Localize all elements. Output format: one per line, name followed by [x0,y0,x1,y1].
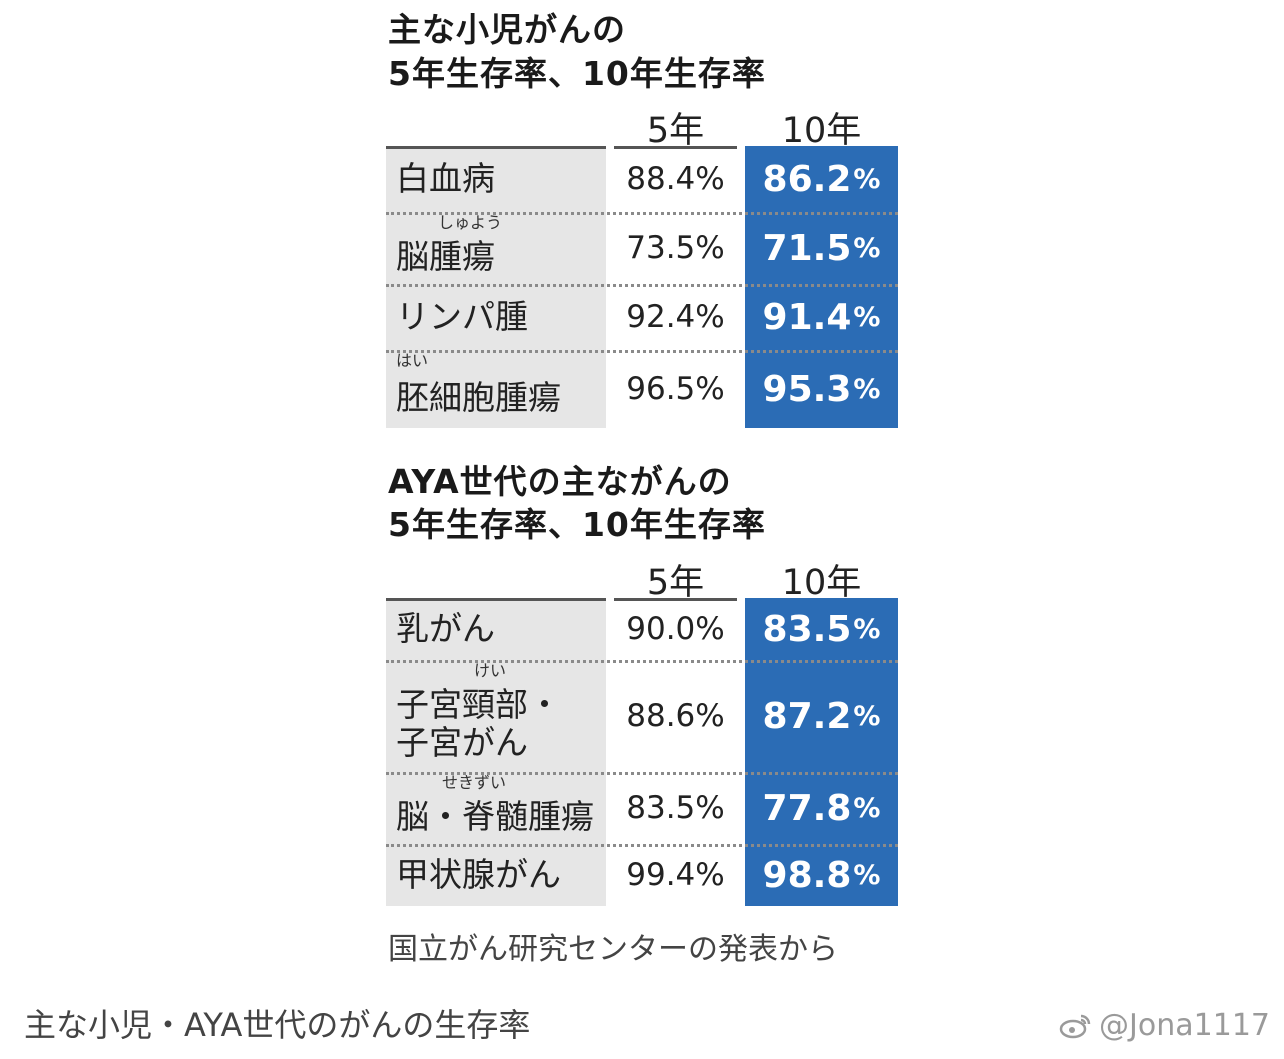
table-row: けい 子宮頸部・ 子宮がん 88.6% 87.2% [386,660,898,772]
table-row: せきずい 脳・脊髄腫瘍 83.5% 77.8% [386,772,898,844]
ten-year-cell: 98.8% [745,844,898,906]
percent-sign: % [853,301,881,333]
five-year-value: 96.5% [606,350,745,428]
five-year-value: 92.4% [606,284,745,350]
five-year-value: 73.5% [606,212,745,284]
watermark-text: @Jona1117 [1099,1008,1270,1043]
row-name: 甲状腺がん [386,844,606,906]
section2-table: 乳がん 90.0% 83.5% けい 子宮頸部・ 子宮がん 88.6% 87.2… [386,598,898,906]
table-row: はい 胚細胞腫瘍 96.5% 95.3% [386,350,898,428]
ten-year-value: 87.2 [762,695,852,737]
row-name-line: 乳がん [396,609,495,648]
ten-year-cell: 86.2% [745,146,898,212]
table-row: 甲状腺がん 99.4% 98.8% [386,844,898,906]
percent-sign: % [853,859,881,891]
ten-year-cell: 91.4% [745,284,898,350]
percent-sign: % [853,373,881,405]
row-name: 乳がん [386,598,606,660]
ten-year-cell: 95.3% [745,350,898,428]
weibo-icon [1059,1014,1091,1038]
ruby-reading: けい [474,661,507,680]
table-row: 乳がん 90.0% 83.5% [386,598,898,660]
row-name-line: 子宮がん [396,723,528,762]
five-year-value: 88.6% [606,660,745,772]
ten-year-cell: 87.2% [745,660,898,772]
five-year-value: 88.4% [606,146,745,212]
five-year-value: 83.5% [606,772,745,844]
ten-year-cell: 71.5% [745,212,898,284]
row-name-line: 脳・脊髄腫瘍 [396,797,594,836]
row-name: しゅよう 脳腫瘍 [386,212,606,284]
percent-sign: % [853,700,881,732]
percent-sign: % [853,613,881,645]
section1-title-line2: 5年生存率、10年生存率 [388,54,766,93]
five-year-value: 99.4% [606,844,745,906]
table-row: しゅよう 脳腫瘍 73.5% 71.5% [386,212,898,284]
ten-year-value: 86.2 [762,158,852,200]
section2-title-line2: 5年生存率、10年生存率 [388,505,766,544]
ten-year-cell: 83.5% [745,598,898,660]
table-row: リンパ腫 92.4% 91.4% [386,284,898,350]
ruby-reading: しゅよう [438,213,503,232]
ten-year-value: 71.5 [762,227,852,269]
row-name: リンパ腫 [386,284,606,350]
ten-year-value: 98.8 [762,854,852,896]
source-note: 国立がん研究センターの発表から [388,932,838,967]
row-name-line: 甲状腺がん [396,855,561,894]
row-name: はい 胚細胞腫瘍 [386,350,606,428]
row-name: けい 子宮頸部・ 子宮がん [386,660,606,772]
ten-year-value: 77.8 [762,787,852,829]
row-name-line: 子宮頸部・ [396,685,561,724]
section2-col-5-header: 5年 [646,563,705,603]
ten-year-value: 91.4 [762,296,852,338]
row-name: 白血病 [386,146,606,212]
section1-col-5-header: 5年 [646,111,705,151]
section1-col-10-header: 10年 [781,111,862,151]
row-name-line: リンパ腫 [396,297,528,336]
percent-sign: % [853,792,881,824]
ten-year-cell: 77.8% [745,772,898,844]
ten-year-value: 95.3 [762,368,852,410]
percent-sign: % [853,163,881,195]
ruby-reading: はい [396,351,429,370]
row-name-line: 胚細胞腫瘍 [396,378,561,417]
ruby-reading: せきずい [442,773,507,792]
row-name: せきずい 脳・脊髄腫瘍 [386,772,606,844]
section2-col-10-header: 10年 [781,563,862,603]
section1-table: 白血病 88.4% 86.2% しゅよう 脳腫瘍 73.5% 71.5% リンパ… [386,146,898,428]
watermark: @Jona1117 [1059,1008,1270,1043]
image-caption: 主な小児・AYA世代のがんの生存率 [24,1006,531,1044]
section2-title-line1: AYA世代の主ながんの [388,462,732,501]
ten-year-value: 83.5 [762,608,852,650]
row-name-line: 白血病 [396,159,495,198]
section1-title-line1: 主な小児がんの [388,10,626,49]
percent-sign: % [853,232,881,264]
table-row: 白血病 88.4% 86.2% [386,146,898,212]
row-name-line: 脳腫瘍 [396,237,495,276]
five-year-value: 90.0% [606,598,745,660]
